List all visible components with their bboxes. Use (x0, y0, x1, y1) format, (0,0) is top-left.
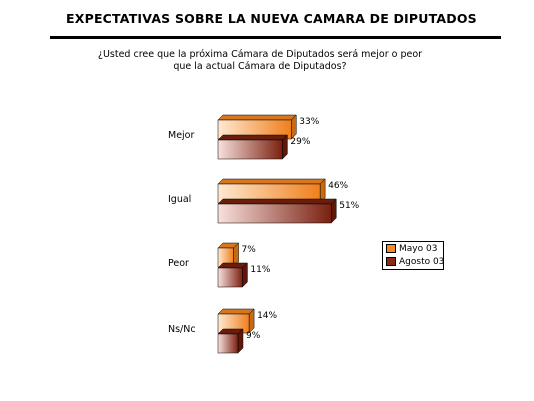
bar-top-s1-c1 (217, 198, 337, 205)
page-title: EXPECTATIVAS SOBRE LA NUEVA CAMARA DE DI… (66, 11, 477, 26)
legend-swatch-series-1 (386, 257, 396, 266)
bar-top-s0-c3 (217, 308, 255, 315)
bar-top-s0-c1 (217, 178, 326, 185)
legend-item-series-1: Agosto 03 (383, 255, 445, 268)
category-label-1: Igual (168, 194, 191, 205)
legend-label-series-1: Agosto 03 (399, 256, 445, 267)
legend-item-series-0: Mayo 03 (383, 242, 443, 255)
bar-top-s0-c0 (217, 114, 297, 121)
category-label-0: Mejor (168, 130, 194, 141)
category-label-2: Peor (168, 258, 189, 269)
data-label-s1-c3: 9% (246, 331, 261, 341)
category-label-3: Ns/Nc (168, 324, 196, 335)
bar-top-s1-c0 (217, 134, 288, 141)
chart-question: ¿Usted cree que la próxima Cámara de Dip… (70, 49, 450, 73)
chart-legend: Mayo 03 Agosto 03 (382, 241, 444, 270)
bar-s1-c1 (217, 203, 332, 224)
data-label-s0-c1: 46% (328, 181, 348, 191)
bar-s1-c2 (217, 267, 243, 288)
legend-label-series-0: Mayo 03 (399, 243, 438, 254)
question-line-2: que la actual Cámara de Diputados? (173, 61, 347, 72)
data-label-s1-c2: 11% (250, 265, 270, 275)
bar-s1-c0 (217, 139, 283, 160)
legend-swatch-series-0 (386, 244, 396, 253)
data-label-s0-c3: 14% (257, 311, 277, 321)
data-label-s1-c1: 51% (339, 201, 359, 211)
data-label-s1-c0: 29% (290, 137, 310, 147)
data-label-s0-c2: 7% (242, 245, 257, 255)
question-line-1: ¿Usted cree que la próxima Cámara de Dip… (97, 49, 423, 60)
bar-s1-c3 (217, 333, 239, 354)
title-rule (50, 36, 501, 39)
data-label-s0-c0: 33% (299, 117, 319, 127)
